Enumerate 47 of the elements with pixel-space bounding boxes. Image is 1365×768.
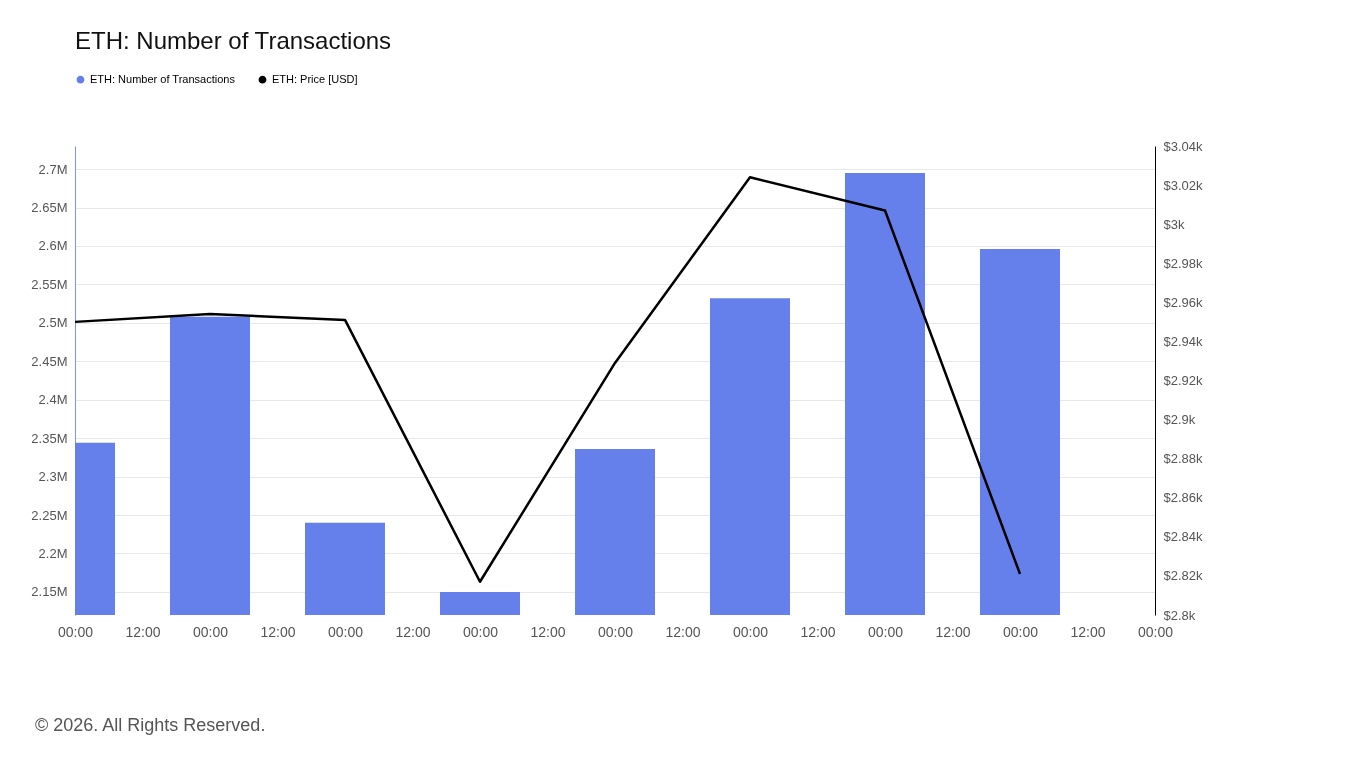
y2-tick-label: $2.94k — [1163, 333, 1204, 349]
y-tick-label: 2.6M — [38, 238, 68, 254]
y2-tick-label: $2.98k — [1163, 255, 1204, 271]
y-tick-label: 2.5M — [38, 315, 68, 331]
y2-tick-label: $2.8k — [1163, 607, 1196, 623]
y-tick-label: 2.15M — [31, 584, 68, 600]
x-tick-label: 12:00 — [530, 623, 566, 640]
y2-tick-label: $2.82k — [1163, 568, 1204, 584]
y2-tick-label: $2.92k — [1163, 373, 1204, 388]
x-tick-label: 12:00 — [395, 623, 431, 640]
x-tick-label: 12:00 — [125, 623, 161, 640]
chart-title: ETH: Number of Transactions — [75, 27, 392, 54]
y2-tick-label: $3k — [1163, 216, 1185, 232]
x-tick-label: 00:00 — [327, 623, 364, 640]
legend-label: ETH: Price [USD] — [272, 72, 358, 85]
legend-label: ETH: Number of Transactions — [90, 72, 236, 85]
y2-tick-label: $2.9k — [1163, 412, 1196, 428]
x-tick-label: 12:00 — [665, 623, 701, 640]
x-tick-label: 00:00 — [597, 623, 634, 640]
y-tick-label: 2.2M — [38, 545, 68, 561]
y2-tick-label: $3.04k — [1163, 138, 1204, 154]
x-tick-label: 12:00 — [935, 623, 971, 640]
y-tick-label: 2.25M — [31, 507, 68, 523]
y2-tick-label: $3.02k — [1163, 177, 1204, 193]
x-tick-label: 00:00 — [732, 623, 769, 640]
y-tick-label: 2.3M — [38, 469, 68, 485]
y2-tick-label: $2.86k — [1163, 490, 1204, 506]
x-tick-label: 00:00 — [192, 623, 229, 640]
y-tick-label: 2.55M — [31, 276, 68, 292]
y2-tick-label: $2.84k — [1163, 529, 1204, 545]
y-tick-label: 2.45M — [31, 353, 68, 369]
x-tick-label: 12:00 — [1070, 623, 1106, 640]
x-tick-label: 12:00 — [800, 623, 836, 640]
y-tick-label: 2.7M — [38, 161, 68, 177]
x-tick-label: 00:00 — [1002, 623, 1039, 640]
x-tick-label: 00:00 — [57, 623, 94, 640]
y-tick-label: 2.65M — [31, 200, 68, 216]
line-series — [73, 176, 1022, 584]
x-tick-label: 00:00 — [1137, 623, 1174, 640]
text: © 2026. All Rights Reserved. — [35, 715, 266, 736]
y2-tick-label: $2.96k — [1163, 294, 1204, 310]
y2-tick-label: $2.88k — [1163, 451, 1204, 467]
y-tick-label: 2.4M — [38, 392, 68, 408]
y-tick-label: 2.35M — [31, 430, 68, 446]
x-tick-label: 00:00 — [462, 623, 499, 640]
x-tick-label: 00:00 — [867, 623, 904, 640]
x-tick-label: 12:00 — [260, 623, 296, 640]
